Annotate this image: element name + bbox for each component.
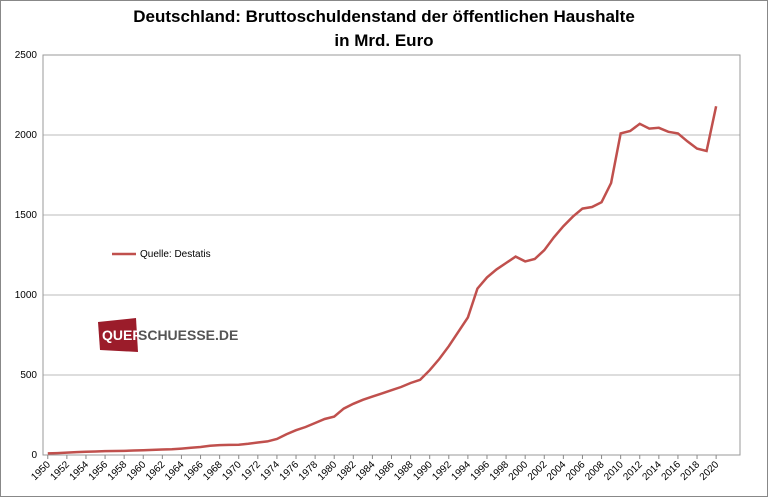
y-tick-label: 1000 [15,290,38,301]
y-tick-label: 500 [20,370,37,381]
chart-subtitle: in Mrd. Euro [334,31,433,50]
logo-box [98,318,138,352]
data-line [47,105,718,455]
y-tick-label: 2500 [15,50,38,61]
chart-title: Deutschland: Bruttoschuldenstand der öff… [133,7,635,26]
logo-second: SCHUESSE.DE [138,327,238,343]
logo-first: QUER [102,327,142,343]
y-tick-label: 1500 [15,210,38,221]
logo: QUER SCHUESSE.DE [98,318,238,352]
y-tick-label: 2000 [15,130,38,141]
y-tick-label: 0 [31,450,37,461]
legend-label: Quelle: Destatis [140,249,211,260]
